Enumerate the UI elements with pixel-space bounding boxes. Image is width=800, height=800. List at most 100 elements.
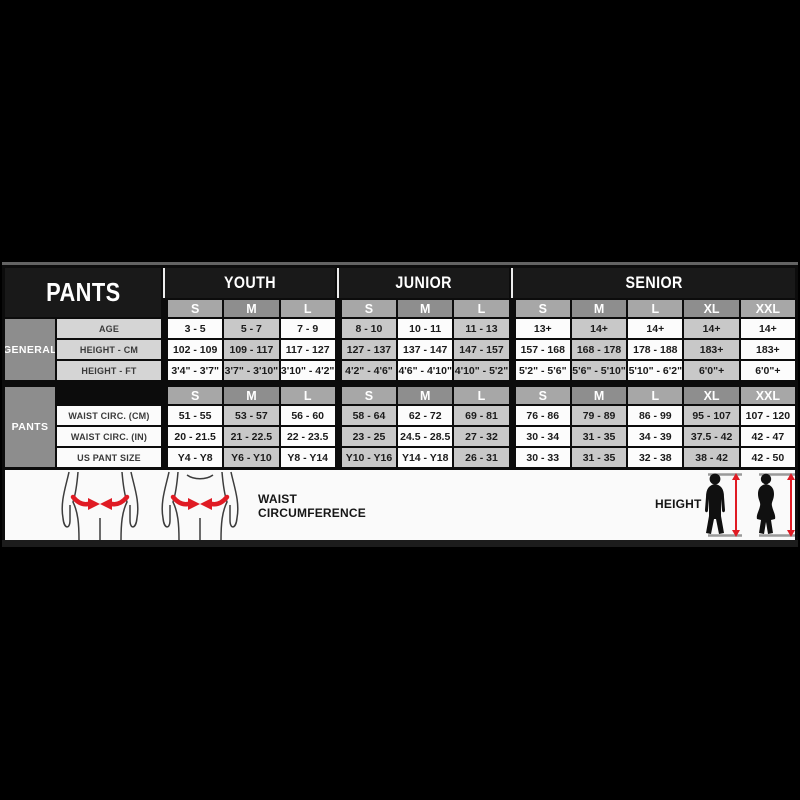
legend-graphics <box>61 471 796 540</box>
data-cell: 7 - 9 <box>280 319 335 338</box>
data-cell: 22 - 23.5 <box>280 427 335 446</box>
size-header-cell: XL <box>684 387 739 404</box>
size-header-cell: XXL <box>740 300 795 317</box>
data-cell: 95 - 107 <box>684 406 739 425</box>
data-cell: 32 - 38 <box>628 448 683 467</box>
size-header-cell: M <box>398 387 453 404</box>
data-cell: 38 - 42 <box>684 448 739 467</box>
section-label: PANTS <box>5 387 55 467</box>
size-table: PANTS YOUTH JUNIOR SENIOR S M L S M L S M L XL XXL… <box>2 265 798 470</box>
row-label: HEIGHT - CM <box>57 340 161 359</box>
size-header-cell: L <box>454 300 509 317</box>
size-header-cell: M <box>571 300 627 317</box>
row-label: US PANT SIZE <box>57 448 161 467</box>
group-header-junior: JUNIOR <box>336 268 509 298</box>
data-cell: 157 - 168 <box>515 340 570 359</box>
size-header-cell: L <box>454 387 509 404</box>
male-silhouette-icon <box>705 472 742 538</box>
group-header-youth: YOUTH <box>163 268 335 298</box>
row-label: WAIST CIRC. (IN) <box>57 427 161 446</box>
height-label: HEIGHT <box>655 497 702 511</box>
data-cell: 8 - 10 <box>341 319 397 338</box>
data-cell: Y8 - Y14 <box>280 448 335 467</box>
size-header-cell: M <box>398 300 453 317</box>
data-cell: 183+ <box>684 340 739 359</box>
data-cell: 27 - 32 <box>454 427 509 446</box>
data-cell: 183+ <box>740 340 795 359</box>
female-silhouette-icon <box>756 472 796 538</box>
data-cell: 3'10" - 4'2" <box>280 361 335 380</box>
size-header-cell: S <box>168 300 223 317</box>
measurement-legend: WAIST CIRCUMFERENCE HEIGHT <box>2 470 798 540</box>
data-cell: 178 - 188 <box>628 340 683 359</box>
table-title-text: PANTS <box>45 277 121 307</box>
data-cell: 102 - 109 <box>168 340 223 359</box>
data-cell: 5'10" - 6'2" <box>628 361 683 380</box>
data-cell: 42 - 47 <box>740 427 795 446</box>
data-cell: 30 - 33 <box>515 448 570 467</box>
data-cell: Y4 - Y8 <box>168 448 223 467</box>
data-cell: 13+ <box>515 319 570 338</box>
row-label: HEIGHT - FT <box>57 361 161 380</box>
data-cell: 20 - 21.5 <box>168 427 223 446</box>
data-cell: 14+ <box>684 319 739 338</box>
data-cell: 30 - 34 <box>515 427 570 446</box>
data-cell: Y10 - Y16 <box>341 448 397 467</box>
table-title: PANTS <box>5 268 161 317</box>
size-header-cell: S <box>515 387 570 404</box>
data-cell: 24.5 - 28.5 <box>398 427 453 446</box>
size-header-cell: XL <box>684 300 739 317</box>
data-cell: 69 - 81 <box>454 406 509 425</box>
size-header-cell: L <box>628 300 683 317</box>
data-cell: 14+ <box>571 319 627 338</box>
data-cell: 4'10" - 5'2" <box>454 361 509 380</box>
data-cell: 3'4" - 3'7" <box>168 361 223 380</box>
data-cell: 127 - 137 <box>341 340 397 359</box>
data-cell: 109 - 117 <box>224 340 279 359</box>
row-label: WAIST CIRC. (CM) <box>57 406 161 425</box>
height-arrow-icon <box>731 472 741 538</box>
data-cell: 117 - 127 <box>280 340 335 359</box>
data-cell: 14+ <box>628 319 683 338</box>
size-header-cell: S <box>515 300 570 317</box>
data-cell: 34 - 39 <box>628 427 683 446</box>
waist-figure-back-icon <box>161 471 239 540</box>
data-cell: Y6 - Y10 <box>224 448 279 467</box>
data-cell: 168 - 178 <box>571 340 627 359</box>
section-label: GENERAL <box>5 319 55 380</box>
data-cell: 10 - 11 <box>398 319 453 338</box>
height-arrow-icon <box>786 472 796 538</box>
data-cell: 14+ <box>740 319 795 338</box>
data-cell: 58 - 64 <box>341 406 397 425</box>
data-cell: 51 - 55 <box>168 406 223 425</box>
size-header-cell: M <box>224 387 279 404</box>
size-header-cell: XXL <box>740 387 795 404</box>
size-header-cell: M <box>571 387 627 404</box>
data-cell: 3 - 5 <box>168 319 223 338</box>
data-cell: 42 - 50 <box>740 448 795 467</box>
data-cell: 6'0"+ <box>740 361 795 380</box>
data-cell: 79 - 89 <box>571 406 627 425</box>
size-header-cell: L <box>280 387 335 404</box>
data-cell: 31 - 35 <box>571 427 627 446</box>
size-header-cell: L <box>280 300 335 317</box>
data-cell: 4'6" - 4'10" <box>398 361 453 380</box>
data-cell: Y14 - Y18 <box>398 448 453 467</box>
data-cell: 76 - 86 <box>515 406 570 425</box>
waist-circumference-label: WAIST CIRCUMFERENCE <box>258 492 366 520</box>
data-cell: 5 - 7 <box>224 319 279 338</box>
data-cell: 62 - 72 <box>398 406 453 425</box>
data-cell: 11 - 13 <box>454 319 509 338</box>
size-header-cell: S <box>341 300 397 317</box>
size-chart: PANTS YOUTH JUNIOR SENIOR S M L S M L S M L XL XXL… <box>2 262 798 547</box>
size-header-cell: S <box>168 387 223 404</box>
data-cell: 21 - 22.5 <box>224 427 279 446</box>
data-cell: 3'7" - 3'10" <box>224 361 279 380</box>
size-header-cell: L <box>628 387 683 404</box>
data-cell: 37.5 - 42 <box>684 427 739 446</box>
data-cell: 137 - 147 <box>398 340 453 359</box>
data-cell: 4'2" - 4'6" <box>341 361 397 380</box>
data-cell: 107 - 120 <box>740 406 795 425</box>
data-cell: 5'6" - 5'10" <box>571 361 627 380</box>
data-cell: 6'0"+ <box>684 361 739 380</box>
